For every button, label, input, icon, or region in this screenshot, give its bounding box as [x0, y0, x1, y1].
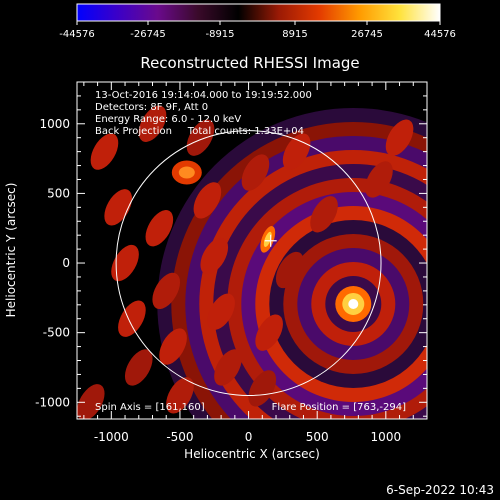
- fringe-lobe: [200, 237, 229, 275]
- info-line-time: 13-Oct-2016 19:14:04.000 to 19:19:52.000: [95, 90, 312, 101]
- fringe-lobe: [255, 314, 283, 351]
- colorbar-tick-label: 44576: [424, 29, 456, 40]
- x-axis-label: Heliocentric X (arcsec): [184, 447, 320, 461]
- fringe-lobe: [90, 133, 119, 170]
- flare-position-label: Flare Position = [763,-294]: [272, 402, 406, 413]
- bright-lobe-core: [178, 166, 195, 179]
- fringe-lobe: [310, 196, 338, 233]
- axes-ticks: -1000 -500 0 500 1000 1000 500 0 -500 -1000: [35, 81, 428, 444]
- timestamp: 6-Sep-2022 10:43: [386, 483, 494, 497]
- colorbar-tick-label: -8915: [205, 29, 234, 40]
- fringe-lobe: [138, 105, 167, 142]
- x-tick-label: 1000: [371, 430, 402, 444]
- fringe-lobe: [241, 154, 270, 191]
- fringe-lobe: [77, 384, 105, 419]
- fringe-lobe: [111, 244, 139, 282]
- colorbar-tick-label: -44576: [59, 29, 94, 40]
- spin-axis-marker: [264, 234, 277, 247]
- x-tick-label: 500: [306, 430, 329, 444]
- image-panel: -1000 -500 0 500 1000 1000 500 0 -500 -1000 13-Oc…: [35, 81, 428, 444]
- colorbar-ticks: -44576 -26745 -8915 8915 26745 44576: [59, 21, 456, 40]
- fringe-lobe: [385, 119, 414, 156]
- x-tick-label: -500: [166, 430, 193, 444]
- fringe-lobe: [214, 349, 242, 386]
- y-tick-label: 0: [62, 256, 70, 270]
- plot-frame: [76, 81, 428, 420]
- fringe-lobe: [248, 370, 277, 407]
- y-axis-label: Heliocentric Y (arcsec): [4, 183, 18, 318]
- info-line-detectors: Detectors: 8F 9F, Att 0: [95, 102, 208, 113]
- y-tick-label: 500: [47, 186, 70, 200]
- fringe-lobe: [207, 293, 235, 330]
- secondary-source-core: [263, 231, 272, 247]
- fringe-lobe: [152, 272, 181, 310]
- fringe-lobe: [145, 210, 174, 247]
- fringe-lobe: [193, 182, 222, 219]
- fringe-lobe: [166, 377, 194, 414]
- fringe-lobe: [124, 349, 153, 386]
- colorbar-tick-label: 26745: [351, 29, 383, 40]
- flare-source-core: [348, 298, 359, 309]
- y-tick-label: -1000: [35, 395, 70, 409]
- backprojection-fringes: [77, 105, 427, 419]
- colorbar-tick-label: 8915: [282, 29, 307, 40]
- y-tick-label: -500: [43, 326, 70, 340]
- fringe-lobe: [186, 119, 215, 156]
- x-tick-label: -1000: [94, 430, 129, 444]
- plot-title: Reconstructed RHESSI Image: [140, 54, 359, 72]
- fringe-lobe: [365, 161, 393, 198]
- fringe-lobe: [275, 251, 304, 289]
- colorbar-bar: [76, 3, 441, 22]
- info-line-energy: Energy Range: 6.0 - 12.0 keV: [95, 114, 241, 125]
- fringe-lobe: [159, 328, 187, 365]
- x-tick-label: 0: [245, 430, 253, 444]
- colorbar: -44576 -26745 -8915 8915 26745 44576: [59, 3, 456, 40]
- spin-axis-label: Spin Axis = [161,160]: [95, 402, 205, 413]
- solar-disk-limb: [115, 130, 382, 396]
- info-line-method: Back Projection Total counts: 1.33E+04: [95, 126, 304, 137]
- colorbar-tick-label: -26745: [130, 29, 165, 40]
- y-tick-label: 1000: [39, 117, 70, 131]
- rhessi-image: [77, 82, 427, 419]
